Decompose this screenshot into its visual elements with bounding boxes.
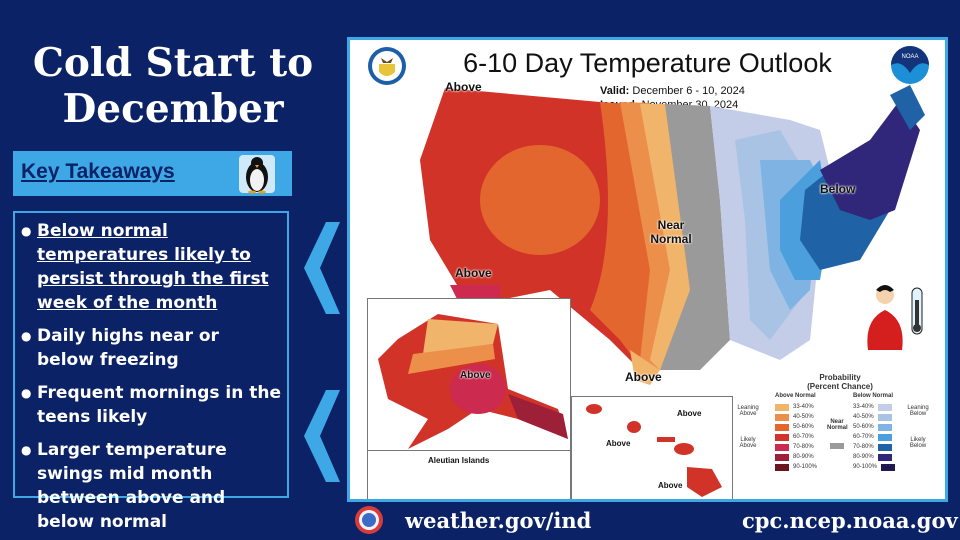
takeaways-list: ● Below normal temperatures likely to per… — [13, 211, 289, 532]
legend-bin: 70-80% — [775, 442, 817, 452]
aleutian-inset — [367, 450, 571, 499]
list-item: ● Below normal temperatures likely to per… — [21, 221, 269, 313]
legend-swatch — [881, 463, 896, 471]
label-above-alaska: Above — [460, 370, 491, 381]
label-above-hawaii-big-island: Above — [658, 481, 683, 490]
label-below-northeast: Below — [820, 182, 856, 196]
legend-bin: 40-50% — [775, 412, 817, 422]
key-takeaways-header: Key Takeaways — [13, 151, 292, 196]
legend-bin: 80-90% — [853, 452, 895, 462]
nws-logo-icon — [355, 506, 383, 534]
svg-text:NOAA: NOAA — [901, 54, 918, 60]
footer-url-left[interactable]: weather.gov/ind — [405, 508, 592, 533]
legend-swatch — [877, 403, 892, 411]
legend-bin: 60-70% — [775, 432, 817, 442]
legend-swatch — [775, 453, 789, 461]
key-takeaways-label: Key Takeaways — [21, 160, 175, 183]
legend-bin: 60-70% — [853, 432, 895, 442]
legend-swatch — [775, 433, 789, 441]
contiguous-us-map — [420, 85, 925, 385]
commerce-seal-icon — [368, 47, 406, 85]
penguin-icon — [239, 155, 275, 194]
legend-swatch — [877, 453, 892, 461]
legend-swatch — [775, 403, 789, 411]
legend-swatch — [775, 443, 789, 451]
legend-swatch — [775, 413, 789, 421]
list-item: ● Larger temperature swings mid month bet… — [21, 440, 227, 532]
cold-person-icon — [867, 285, 923, 350]
title-line-2: December — [62, 86, 284, 132]
hawaii-inset — [571, 396, 733, 499]
page-title: Cold Start to December — [8, 40, 338, 132]
legend-swatch — [775, 463, 789, 471]
title-line-1: Cold Start to — [32, 40, 314, 86]
chevron-left-icon — [304, 390, 340, 482]
alaska-inset — [367, 298, 571, 460]
temperature-outlook-map: 6-10 Day Temperature Outlook NOAA Valid:… — [347, 37, 948, 502]
label-above-hawaii-oahu: Above — [606, 439, 631, 448]
label-above-southern-ca: Above — [455, 266, 492, 280]
legend-bin: 50-60% — [853, 422, 895, 432]
legend-swatch — [775, 423, 789, 431]
legend-bin: 90-100% — [775, 462, 817, 472]
chevron-left-icon — [304, 222, 340, 314]
label-above-texas: Above — [625, 370, 662, 384]
footer-url-right[interactable]: cpc.ncep.noaa.gov — [742, 508, 958, 533]
legend-bin: 50-60% — [775, 422, 817, 432]
legend-bin: 70-80% — [853, 442, 895, 452]
legend-bin: 33-40% — [775, 402, 817, 412]
legend-swatch — [877, 433, 892, 441]
list-item: ● Daily highs near or below freezing — [21, 326, 219, 370]
label-above-pacific-nw: Above — [445, 80, 482, 94]
legend-bin: 80-90% — [775, 452, 817, 462]
label-above-hawaii-maui: Above — [677, 409, 702, 418]
legend-swatch — [877, 413, 892, 421]
map-title: 6-10 Day Temperature Outlook — [463, 48, 832, 78]
aleutian-islands-title: Aleutian Islands — [428, 456, 490, 465]
legend-swatch — [877, 443, 892, 451]
legend-bin: 90-100% — [853, 462, 896, 472]
probability-legend: Probability (Percent Chance) Above Norma… — [737, 373, 929, 472]
list-item: ● Frequent mornings in the teens likely — [21, 383, 282, 427]
legend-swatch — [877, 423, 892, 431]
noaa-logo-icon: NOAA — [891, 46, 929, 84]
legend-bin: 33-40% — [853, 402, 895, 412]
label-near-normal: Near Normal — [650, 218, 692, 246]
legend-bin: 40-50% — [853, 412, 895, 422]
